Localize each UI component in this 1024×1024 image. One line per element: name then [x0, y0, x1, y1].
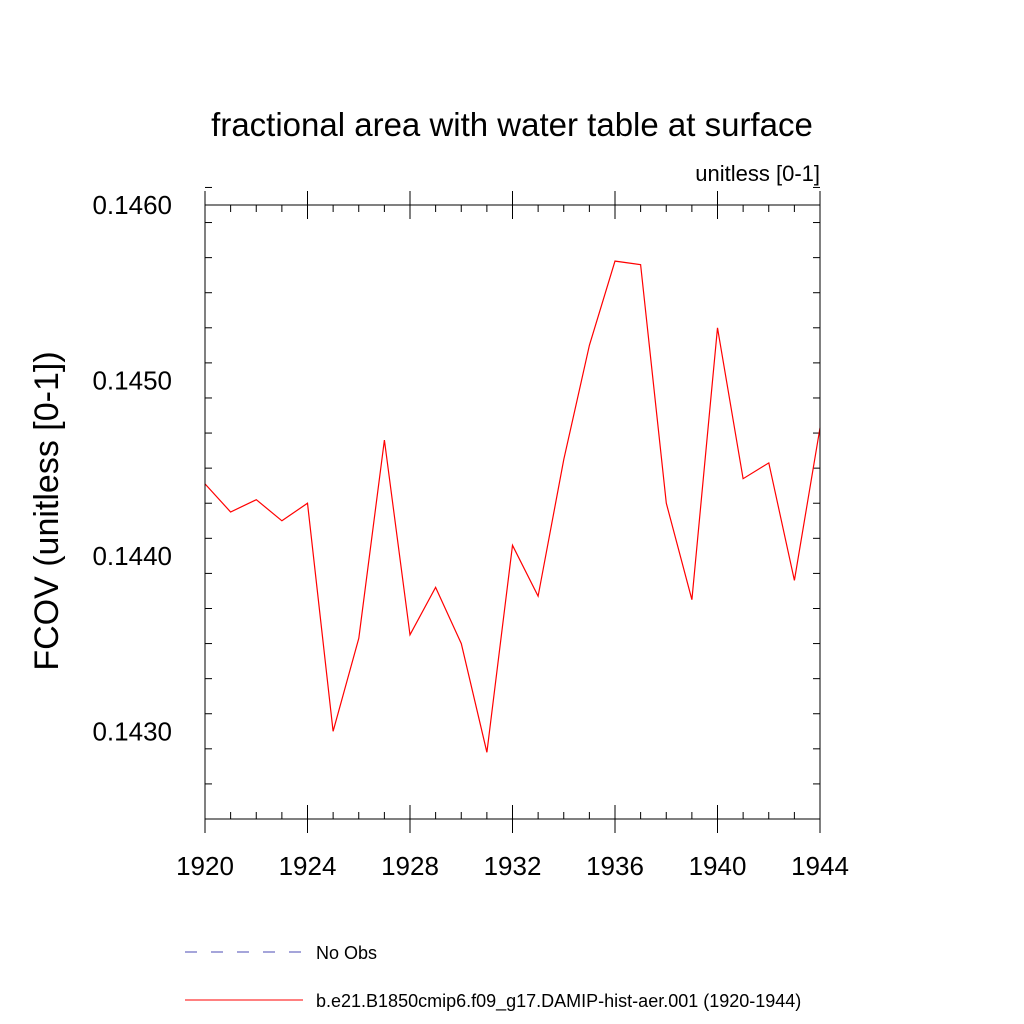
y-axis-label: FCOV (unitless [0-1]) [28, 351, 66, 670]
x-tick-label: 1920 [176, 851, 234, 881]
x-tick-label: 1932 [484, 851, 542, 881]
x-tick-label: 1928 [381, 851, 439, 881]
legend-label-model: b.e21.B1850cmip6.f09_g17.DAMIP-hist-aer.… [316, 991, 801, 1012]
series-line [204, 260, 821, 753]
y-tick-label: 0.1430 [92, 716, 172, 746]
y-tick-label: 0.1440 [92, 541, 172, 571]
y-tick-labels: 0.1430 0.1440 0.1450 0.1460 [92, 190, 172, 746]
chart-title: fractional area with water table at surf… [211, 106, 813, 143]
plot-frame [204, 204, 821, 820]
x-tick-label: 1940 [689, 851, 747, 881]
series-layer [204, 260, 821, 753]
x-tick-label: 1924 [279, 851, 337, 881]
y-tick-label: 0.1460 [92, 190, 172, 220]
x-tick-label: 1944 [791, 851, 849, 881]
x-tick-labels: 1920 1924 1928 1932 1936 1940 1944 [176, 851, 849, 881]
legend: No Obs b.e21.B1850cmip6.f09_g17.DAMIP-hi… [185, 943, 801, 1012]
chart-subtitle: unitless [0-1] [695, 161, 820, 186]
y-tick-label: 0.1450 [92, 365, 172, 395]
legend-label-no-obs: No Obs [316, 943, 377, 963]
x-tick-label: 1936 [586, 851, 644, 881]
axis-ticks [204, 186, 821, 833]
